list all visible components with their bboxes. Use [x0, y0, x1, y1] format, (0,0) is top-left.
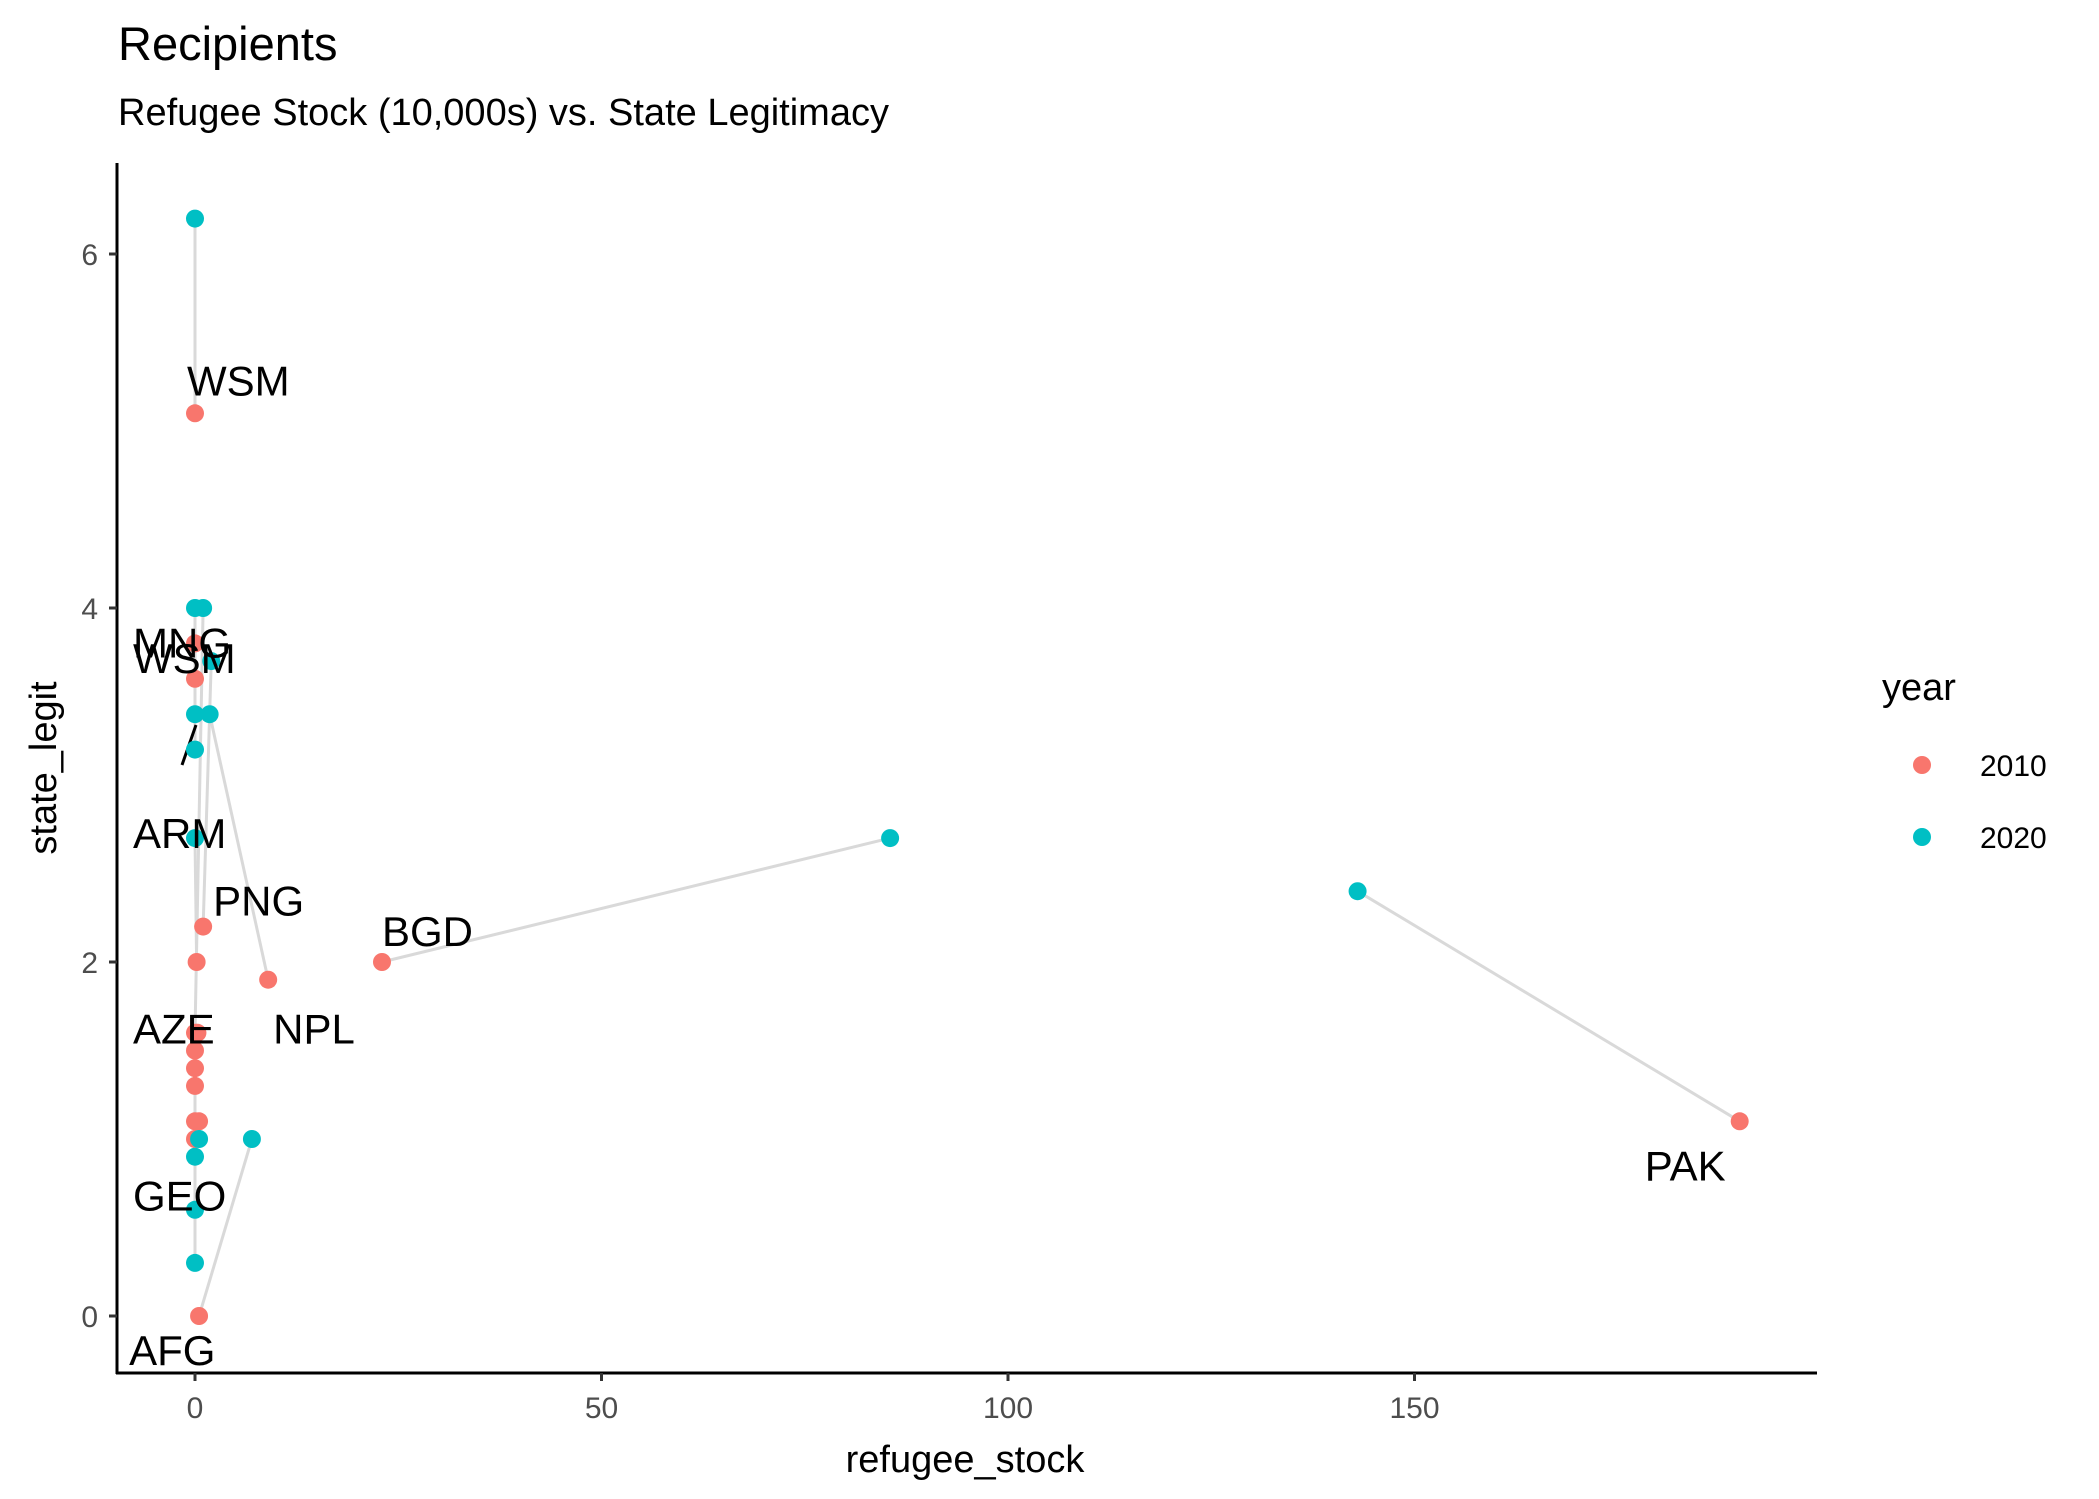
point-2020-6: [186, 740, 204, 759]
point-label-wsm-2: WSM: [133, 635, 236, 682]
point-2010-2: [186, 669, 204, 688]
connector-line-4: [208, 713, 270, 981]
point-2020-4: [186, 705, 204, 724]
connector-line-5: [381, 836, 891, 964]
point-label-arm-3: ARM: [133, 810, 226, 857]
point-2020-7: [186, 829, 204, 848]
x-tick-label-100: 100: [983, 1392, 1033, 1425]
point-2020-13: [186, 1200, 204, 1219]
point-2020-11: [190, 1130, 209, 1148]
point-2010-6: [372, 953, 391, 971]
point-2010-3: [194, 917, 213, 936]
chart-title: Recipients: [118, 17, 337, 70]
x-tick-label-150: 150: [1389, 1392, 1439, 1425]
point-2010-9: [188, 1023, 207, 1042]
connector-line-3: [201, 661, 213, 927]
y-axis-ticks: 0 2 4 6: [81, 239, 117, 1334]
chart-subtitle: Refugee Stock (10,000s) vs. State Legiti…: [118, 92, 889, 134]
y-tick-label-0: 0: [81, 1301, 98, 1334]
y-tick-label-4: 4: [81, 593, 98, 626]
y-tick-label-6: 6: [81, 239, 98, 272]
legend-title: year: [1882, 667, 1956, 709]
x-tick-label-50: 50: [585, 1392, 618, 1425]
point-label-wsm-0: WSM: [187, 357, 290, 404]
point-2020-5: [200, 705, 219, 724]
legend: year 2010 2020: [1882, 667, 2047, 855]
point-label-pak-8: PAK: [1645, 1142, 1726, 1189]
point-label-afg-10: AFG: [129, 1327, 215, 1374]
y-axis-title: state_legit: [23, 681, 65, 855]
point-2010-4: [187, 953, 206, 971]
point-2010-0: [186, 404, 204, 423]
point-2010-16: [190, 1307, 209, 1325]
point-label-bgd-5: BGD: [382, 908, 473, 955]
point-label-aze-7: AZE: [133, 1006, 215, 1053]
connector-line-6: [1356, 889, 1741, 1123]
point-2010-10: [186, 1041, 204, 1060]
x-axis-title: refugee_stock: [846, 1439, 1086, 1481]
point-2020-14: [186, 1253, 204, 1272]
point-label-mng-1: MNG: [133, 619, 231, 666]
point-2020-0: [186, 209, 204, 228]
legend-label-2010: 2010: [1980, 750, 2047, 783]
point-2010-1: [186, 634, 204, 653]
point-2010-12: [186, 1076, 204, 1095]
data-points: [186, 209, 1749, 1325]
point-2020-12: [186, 1147, 204, 1166]
point-2020-3: [202, 652, 221, 671]
point-2010-5: [259, 970, 278, 989]
point-2020-9: [1348, 882, 1367, 901]
point-2020-8: [881, 829, 900, 848]
connector-line-10: [197, 1138, 254, 1317]
connector-lines: [193, 218, 1741, 1317]
legend-swatch-2020: [1913, 828, 1931, 846]
point-2020-10: [242, 1130, 261, 1148]
point-2010-14: [190, 1112, 209, 1131]
point-label-npl-6: NPL: [273, 1006, 355, 1053]
x-axis-ticks: 0 50 100 150: [187, 1373, 1440, 1425]
point-label-geo-9: GEO: [133, 1173, 226, 1220]
point-label-png-4: PNG: [213, 878, 304, 925]
legend-label-2020: 2020: [1980, 822, 2047, 855]
y-tick-label-2: 2: [81, 947, 98, 980]
point-2010-11: [186, 1059, 204, 1078]
legend-swatch-2010: [1913, 756, 1931, 774]
point-2010-7: [1730, 1112, 1749, 1131]
x-tick-label-0: 0: [187, 1392, 204, 1425]
point-2020-2: [194, 599, 213, 617]
